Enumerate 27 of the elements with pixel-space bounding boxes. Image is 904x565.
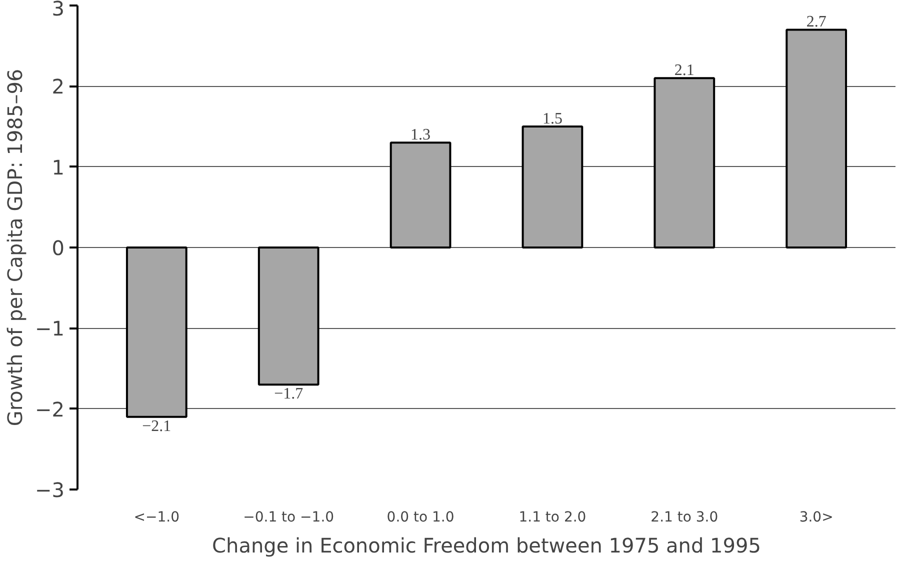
x-tick-label: 0.0 to 1.0 (386, 510, 454, 526)
x-tick-label: 2.1 to 3.0 (650, 510, 718, 526)
data-label: 1.3 (410, 126, 431, 144)
y-tick-label: −3 (35, 478, 64, 502)
bar (654, 77, 716, 248)
bar (126, 246, 188, 418)
data-label: 1.5 (542, 110, 562, 128)
bar (390, 142, 452, 248)
x-axis-title: Change in Economic Freedom between 1975 and 1995 (212, 534, 761, 558)
x-tick-label: −0.1 to −1.0 (243, 510, 334, 526)
data-label: 2.1 (674, 62, 694, 80)
y-tick-label: 1 (52, 155, 65, 180)
x-tick-label: 1.1 to 2.0 (518, 510, 586, 526)
y-tick-label: −2 (35, 397, 64, 422)
y-tick-label: 2 (52, 74, 65, 99)
y-tick-label: −1 (35, 316, 64, 341)
data-label: 2.7 (806, 14, 826, 31)
data-label: −2.1 (142, 418, 172, 435)
bar (522, 126, 584, 248)
y-tick-label: 3 (52, 0, 65, 20)
y-axis-title: Growth of per Capita GDP: 1985–96 (3, 68, 28, 426)
bar (786, 28, 848, 248)
y-tick-label: 0 (52, 236, 65, 260)
x-tick-label: 3.0> (799, 510, 834, 526)
bar (258, 246, 320, 386)
x-tick-label: <−1.0 (134, 510, 180, 526)
data-label: −1.7 (274, 386, 304, 403)
